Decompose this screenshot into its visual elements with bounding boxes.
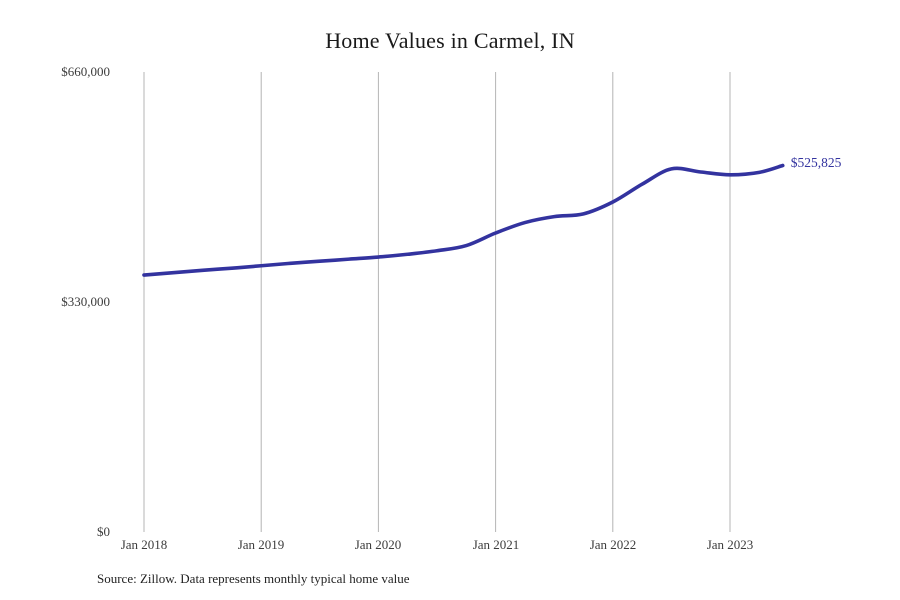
x-axis-tick-4: Jan 2022: [589, 537, 637, 552]
series-end-value-label: $525,825: [790, 154, 842, 170]
page-title: Home Values in Carmel, IN: [325, 28, 575, 53]
grid-lines: [143, 72, 731, 532]
home-value-line-series: [142, 163, 785, 277]
y-axis-tick-mid: $330,000: [61, 294, 110, 309]
x-axis-tick-5: Jan 2023: [706, 537, 754, 552]
y-axis-tick-top: $660,000: [61, 64, 110, 79]
x-axis-tick-2: Jan 2020: [354, 537, 402, 552]
x-axis-tick-3: Jan 2021: [472, 537, 520, 552]
x-axis-tick-1: Jan 2019: [237, 537, 285, 552]
source-note: Source: Zillow. Data represents monthly …: [97, 571, 410, 586]
y-axis-tick-zero: $0: [97, 524, 110, 539]
x-axis-tick-0: Jan 2018: [120, 537, 168, 552]
